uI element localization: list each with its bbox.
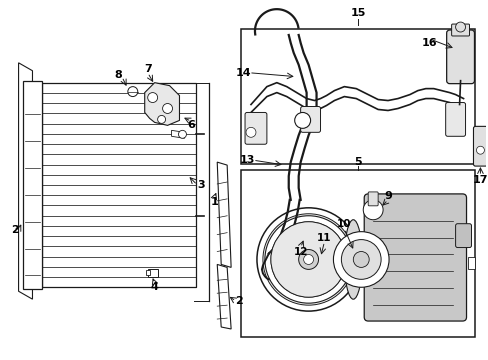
Circle shape <box>363 200 382 220</box>
Text: 5: 5 <box>354 157 361 167</box>
Text: 9: 9 <box>384 191 391 201</box>
Circle shape <box>303 255 313 265</box>
FancyBboxPatch shape <box>367 192 377 206</box>
Text: 1: 1 <box>210 197 218 207</box>
Text: 7: 7 <box>143 64 151 74</box>
Circle shape <box>270 222 346 297</box>
FancyBboxPatch shape <box>300 107 320 132</box>
Text: 13: 13 <box>239 155 254 165</box>
Bar <box>42 83 196 287</box>
Text: 14: 14 <box>235 68 250 78</box>
FancyBboxPatch shape <box>244 112 266 144</box>
Text: 15: 15 <box>350 8 365 18</box>
Text: 4: 4 <box>150 282 158 292</box>
FancyBboxPatch shape <box>446 30 473 84</box>
Polygon shape <box>217 265 231 329</box>
Circle shape <box>294 112 310 129</box>
Circle shape <box>455 22 465 32</box>
Bar <box>147 269 157 277</box>
Circle shape <box>298 249 318 269</box>
Bar <box>241 29 474 164</box>
Circle shape <box>178 130 186 138</box>
Circle shape <box>263 214 354 305</box>
Circle shape <box>352 252 368 267</box>
Text: 8: 8 <box>114 70 122 80</box>
Text: 2: 2 <box>235 296 243 306</box>
Circle shape <box>264 216 351 303</box>
Text: 11: 11 <box>317 233 331 243</box>
Ellipse shape <box>344 220 362 299</box>
Circle shape <box>245 127 255 137</box>
Polygon shape <box>144 83 179 125</box>
Text: 17: 17 <box>472 175 487 185</box>
FancyBboxPatch shape <box>364 194 466 321</box>
Circle shape <box>256 208 360 311</box>
Text: 10: 10 <box>336 219 351 229</box>
Polygon shape <box>217 162 231 267</box>
Circle shape <box>475 146 484 154</box>
Text: 16: 16 <box>421 38 437 48</box>
FancyBboxPatch shape <box>445 103 465 136</box>
Polygon shape <box>171 130 184 138</box>
Polygon shape <box>19 63 32 299</box>
Bar <box>22 81 42 289</box>
Bar <box>145 270 149 275</box>
Text: 12: 12 <box>293 247 307 257</box>
FancyBboxPatch shape <box>472 126 487 166</box>
Circle shape <box>157 116 165 123</box>
Circle shape <box>163 104 172 113</box>
FancyBboxPatch shape <box>455 224 470 248</box>
Circle shape <box>147 93 157 103</box>
Text: 2: 2 <box>11 225 19 235</box>
Text: 6: 6 <box>187 120 195 130</box>
Bar <box>467 257 474 269</box>
Circle shape <box>333 231 388 287</box>
FancyBboxPatch shape <box>451 24 468 36</box>
Circle shape <box>341 240 380 279</box>
Bar <box>241 170 474 337</box>
Text: 3: 3 <box>197 180 205 190</box>
Circle shape <box>127 87 138 96</box>
